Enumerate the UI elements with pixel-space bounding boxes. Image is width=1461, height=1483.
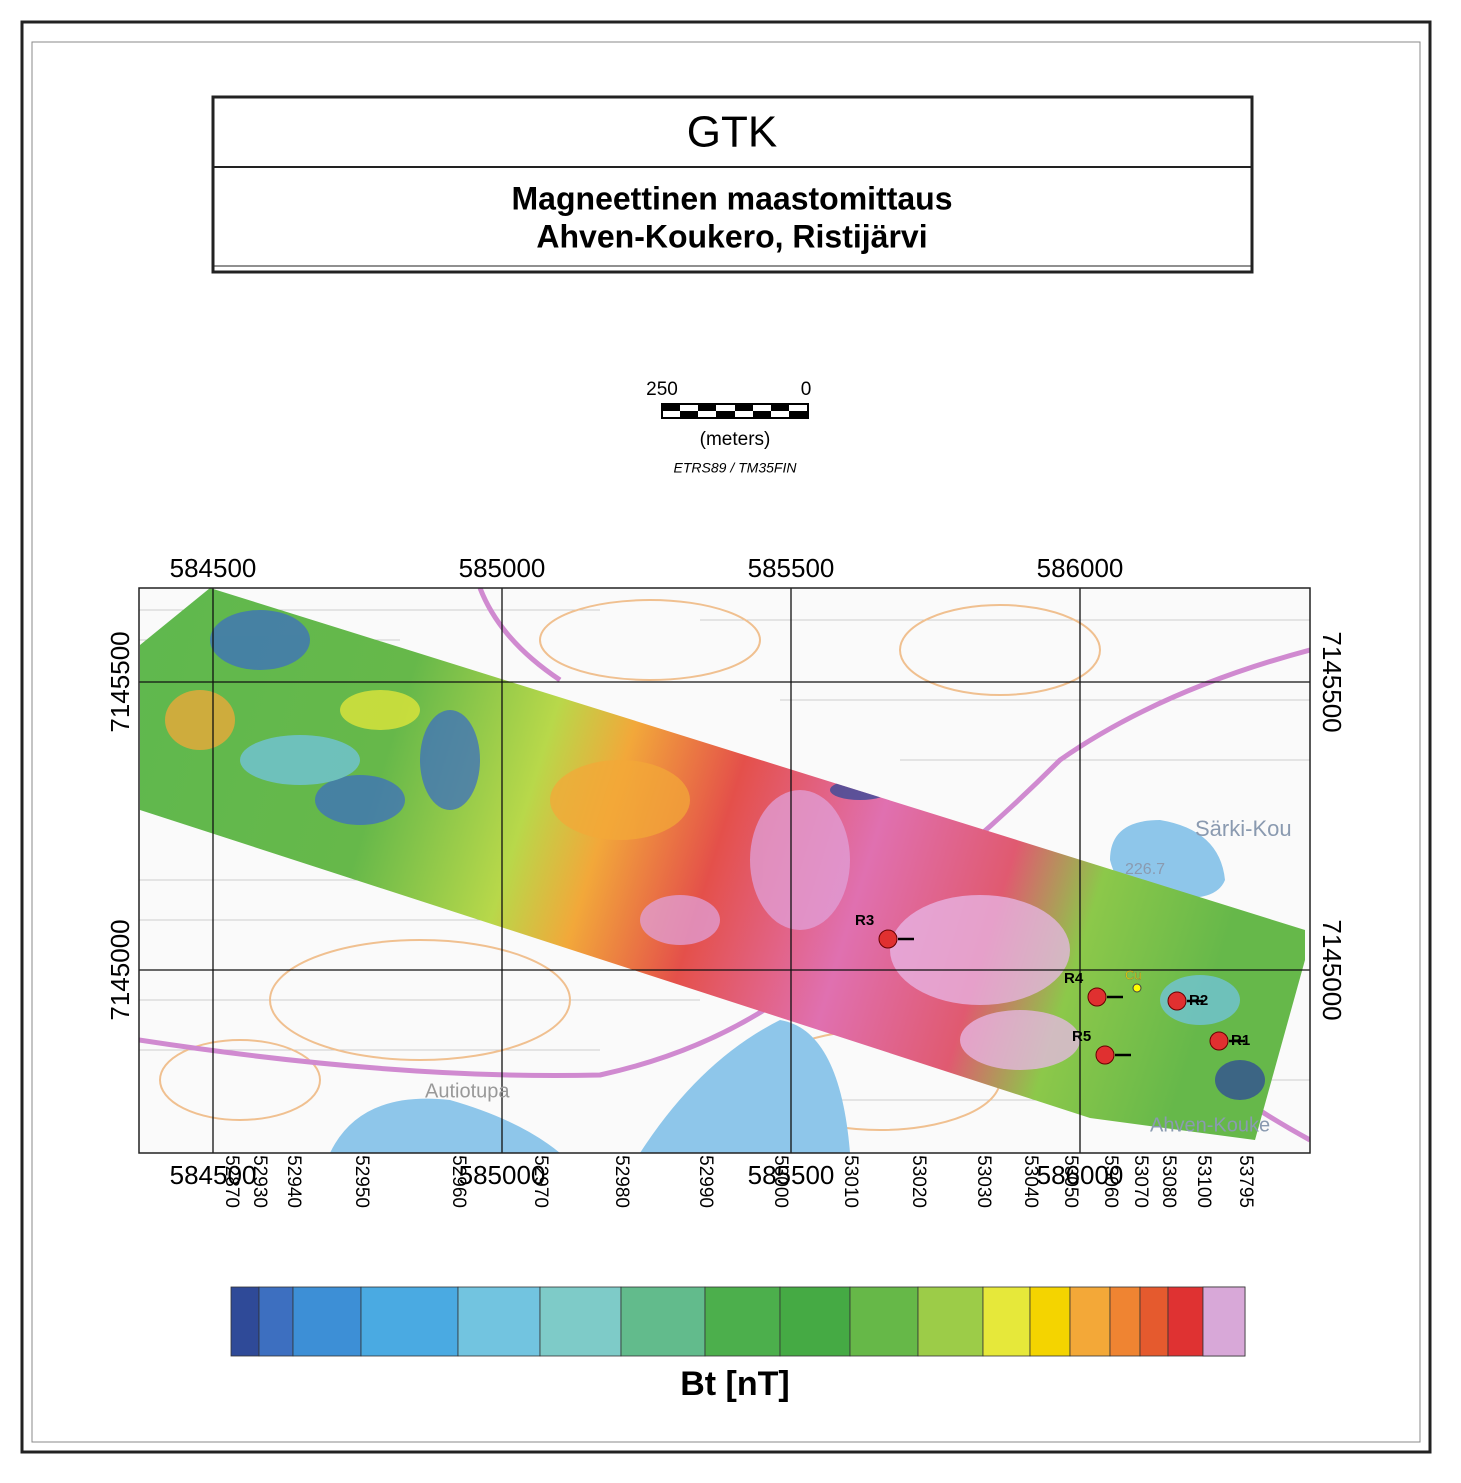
place-label: Autiotupa [425,1080,510,1102]
sample-point [1167,991,1187,1011]
scale-unit: (meters) [700,429,771,450]
x-tick-label: 585500 [748,1160,835,1190]
legend-label: 53030 [973,1155,994,1208]
legend-swatch [1139,1286,1169,1357]
map-frame [138,587,1311,1154]
place-label: 226.7 [1125,861,1165,878]
point-label: R5 [1072,1028,1091,1045]
x-tick-label: 585000 [459,1160,546,1190]
sample-point [1095,1045,1115,1065]
legend-swatch [704,1286,781,1357]
legend-label: 53100 [1193,1155,1214,1208]
legend-swatch [849,1286,919,1357]
scale-label: 0 [801,379,812,400]
legend-label: 52970 [530,1155,551,1208]
sample-point [1087,987,1107,1007]
scale-label: 250 [646,379,678,400]
y-tick-label: 7145000 [105,919,135,1020]
legend-label: 52940 [283,1155,304,1208]
lake [640,1020,850,1153]
legend-label: 53060 [1100,1155,1121,1208]
title-box [211,95,1254,274]
x-tick-label: 584500 [170,553,257,583]
y-tick-label: 7145500 [1317,631,1347,732]
x-tick-label: 585000 [459,553,546,583]
subtitle: Magneettinen maastomittaus [512,180,953,216]
legend-swatch [620,1286,706,1357]
point-label: R3 [855,912,874,929]
inner-border [31,41,1421,1443]
cu-marker [1132,983,1142,993]
title: GTK [687,108,777,157]
scale-bar: 250 0 (meters) ETRS89 / TM35FIN [646,379,811,476]
y-tick-label: 7145500 [105,631,135,732]
subtitle: Ahven-Koukero, Ristijärvi [536,218,927,254]
legend-swatch [779,1286,851,1357]
sample-point [878,929,898,949]
legend-label: 53050 [1060,1155,1081,1208]
legend-tail [1202,1286,1246,1357]
sample-point [1209,1031,1229,1051]
legend-swatch [1069,1286,1111,1357]
x-tick-label: 585500 [748,553,835,583]
legend-label: 52870 [221,1155,242,1208]
legend-swatch [292,1286,362,1357]
legend-label: 52930 [249,1155,270,1208]
legend: Bt [nT] 52870 52930 52940 52950 52960 52970 52… [221,1155,1256,1403]
legend-swatch [258,1286,294,1357]
legend-title: Bt [nT] [680,1365,790,1403]
legend-label: 52990 [695,1155,716,1208]
outer-border [20,20,1432,1454]
legend-swatch [1167,1286,1204,1357]
legend-swatch [917,1286,984,1357]
y-tick-label: 7145000 [1317,919,1347,1020]
grid-lines [139,588,1310,1153]
point-label: R4 [1064,970,1084,987]
legend-swatch [1109,1286,1141,1357]
point-label: R2 [1189,992,1208,1009]
legend-swatch [230,1286,260,1357]
legend-label: 53070 [1130,1155,1151,1208]
legend-label: 53020 [908,1155,929,1208]
legend-label: 53795 [1235,1155,1256,1208]
legend-label: 53080 [1158,1155,1179,1208]
legend-swatch [457,1286,541,1357]
legend-swatch [1029,1286,1071,1357]
legend-label: 52960 [448,1155,469,1208]
legend-swatch [539,1286,622,1357]
legend-label: 52980 [611,1155,632,1208]
legend-label: 53000 [770,1155,791,1208]
place-label: Ahven-Kouke [1150,1114,1270,1136]
x-tick-label: 584500 [170,1160,257,1190]
map-area: Särki-Kou 226.7 Autiotupa Ahven-Kouke Cu… [139,588,1310,1153]
x-tick-label: 586000 [1037,1160,1124,1190]
x-tick-label: 586000 [1037,553,1124,583]
legend-label: 53040 [1020,1155,1041,1208]
legend-swatch [360,1286,459,1357]
legend-label: 53010 [840,1155,861,1208]
point-label: R1 [1231,1032,1250,1049]
legend-label: 52950 [351,1155,372,1208]
legend-swatch [982,1286,1031,1357]
projection: ETRS89 / TM35FIN [674,460,798,476]
place-label: Cu [1125,967,1142,982]
place-label: Särki-Kou [1195,816,1292,841]
